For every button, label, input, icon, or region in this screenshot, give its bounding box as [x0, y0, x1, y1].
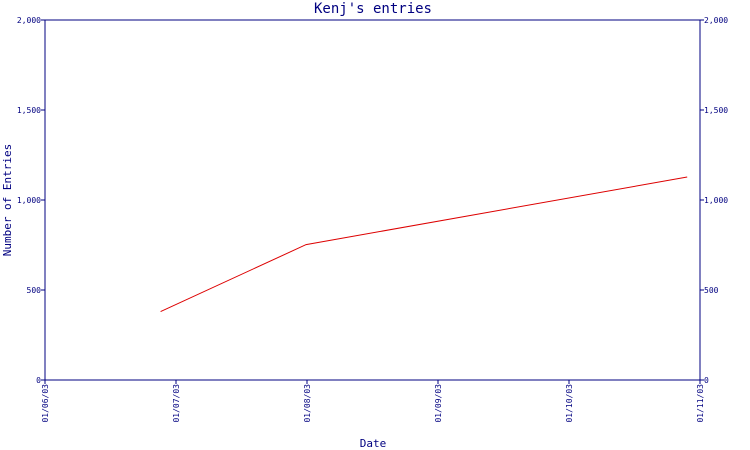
x-tick-label: 01/10/03: [565, 384, 574, 423]
y-tick-label-right: 1,500: [704, 106, 728, 115]
y-tick-label-left: 0: [36, 376, 41, 385]
y-tick-label-right: 500: [704, 286, 719, 295]
y-tick-label-left: 2,000: [17, 16, 41, 25]
y-axis-label: Number of Entries: [1, 144, 14, 257]
x-axis: 01/06/03 01/07/03 01/08/03 01/09/03 01/10/03…: [41, 380, 705, 423]
x-axis-label: Date: [360, 437, 387, 450]
y-tick-label-right: 1,000: [704, 196, 728, 205]
x-tick-label: 01/07/03: [172, 384, 181, 423]
y-tick-label-left: 1,500: [17, 106, 41, 115]
series-line-0: [160, 176, 688, 313]
y-tick-label-right: 2,000: [704, 16, 728, 25]
x-tick-label: 01/09/03: [434, 384, 443, 423]
y-tick-label-right: 0: [704, 376, 709, 385]
y-axis-right: 0 500 1,000 1,500 2,000: [700, 16, 728, 385]
x-tick-label: 01/11/03: [696, 384, 705, 423]
x-tick-label: 01/08/03: [303, 384, 312, 423]
series-layer: [160, 176, 688, 313]
y-tick-label-left: 1,000: [17, 196, 41, 205]
plot-frame: [44, 19, 701, 381]
x-tick-label: 01/06/03: [41, 384, 50, 423]
y-axis-left: 0 500 1,000 1,500 2,000: [17, 16, 45, 385]
y-tick-label-left: 500: [27, 286, 42, 295]
chart-title: Kenj's entries: [314, 1, 432, 17]
